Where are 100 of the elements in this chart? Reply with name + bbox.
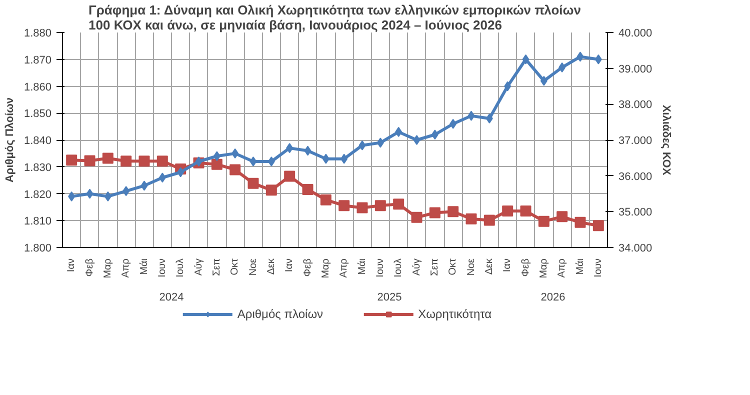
x-tick-label: Φεβ: [84, 258, 96, 277]
point: [468, 110, 475, 121]
point: [538, 216, 550, 227]
x-tick-label: Φεβ: [302, 258, 314, 277]
y-tick-label: 1.800: [24, 242, 52, 254]
point: [177, 167, 184, 178]
point: [213, 151, 220, 162]
text: 2024: [159, 292, 184, 304]
x-tick-label: Ιουν: [156, 258, 168, 278]
point: [102, 152, 114, 164]
y2-tick-label: 38.000: [618, 99, 652, 112]
point: [358, 140, 366, 150]
chart-title: Γράφημα 1: Δύναμη και Ολική Χωρητικότητα των ελληνικών εμπορικών πλοίων 100 ΚΟΧ και άνω, σε μηνιαία βάση, Ιανουάριος 2024 – Ιούνιος 2026: [88, 2, 581, 32]
point: [140, 180, 148, 191]
x-tick-label: Απρ: [556, 258, 568, 278]
point: [431, 130, 438, 140]
x-tick-label: Σεπ: [429, 258, 440, 276]
point: [486, 114, 493, 124]
y-tick-label: 1.870: [24, 54, 52, 66]
point: [356, 202, 368, 214]
point: [138, 156, 150, 167]
x-tick-label: Μάι: [356, 258, 368, 275]
y-tick-label: 1.810: [24, 216, 52, 228]
legend-label: Αριθμός πλοίων: [237, 307, 324, 321]
text: 2025: [377, 292, 402, 304]
y2-tick-label: 37.000: [618, 135, 652, 147]
point: [504, 81, 512, 92]
y-tick-label: 1.850: [24, 108, 52, 120]
point: [320, 194, 332, 206]
y2-tick-label: 35.000: [618, 206, 652, 219]
x-tick-label: Μάι: [138, 258, 150, 275]
x-tick-label: Ιαν: [502, 258, 514, 272]
y-axis-title: Αριθμός Πλοίων: [4, 97, 16, 183]
point: [592, 220, 604, 232]
x-tick-label: Ιουν: [592, 258, 604, 278]
point: [286, 143, 294, 154]
point: [413, 135, 420, 145]
point: [266, 184, 277, 196]
x-tick-label: Μαρ: [102, 258, 114, 278]
point: [540, 76, 548, 86]
x-tick-label: Απρ: [338, 258, 350, 278]
x-tick-label: Δεκ: [266, 258, 277, 275]
x-tick-label: Ιαν: [284, 258, 296, 272]
point: [594, 54, 602, 64]
point: [429, 207, 440, 218]
y-tick-label: 1.820: [24, 188, 52, 201]
point: [556, 211, 568, 222]
x-tick-label: Οκτ: [448, 258, 459, 276]
y2-axis-title: Χιλιάδες ΚΟΧ: [660, 104, 672, 176]
point: [322, 154, 330, 164]
y-tick-label: 1.830: [24, 162, 52, 174]
x-tick-label: Ιουλ: [175, 258, 186, 278]
text: 2026: [540, 292, 566, 304]
point: [340, 154, 348, 164]
x-tick-label: Νοε: [466, 258, 477, 276]
legend-label: Χωρητικότητα: [418, 307, 492, 321]
point: [158, 172, 166, 183]
y-tick-label: 1.840: [24, 135, 52, 147]
x-tick-label: Απρ: [120, 258, 132, 278]
y-tick-label: 1.880: [24, 28, 52, 40]
point: [376, 138, 384, 148]
point: [230, 164, 241, 176]
point: [304, 146, 312, 156]
point: [211, 158, 222, 170]
x-tick-label: Σεπ: [211, 258, 222, 276]
x-tick-label: Μάι: [574, 258, 586, 275]
y2-tick-label: 40.000: [618, 28, 652, 40]
point: [84, 155, 96, 166]
x-tick-label: Μαρ: [538, 258, 550, 278]
x-tick-label: Αύγ: [193, 258, 204, 276]
y2-tick-label: 39.000: [618, 63, 652, 76]
point: [484, 214, 495, 226]
point: [120, 156, 132, 167]
point: [122, 186, 130, 196]
point: [395, 126, 402, 137]
x-tick-label: Ιουλ: [393, 258, 404, 278]
x-tick-label: Νοε: [248, 258, 259, 276]
x-tick-label: Δεκ: [484, 258, 495, 275]
point: [268, 156, 275, 166]
point: [66, 154, 78, 166]
y2-tick-label: 34.000: [618, 242, 652, 254]
x-tick-label: Αύγ: [411, 258, 422, 276]
x-tick-label: Μαρ: [320, 258, 332, 278]
point: [248, 178, 259, 189]
point: [156, 156, 168, 167]
point: [520, 205, 532, 216]
y-tick-label: 1.860: [24, 81, 52, 94]
point: [411, 212, 422, 223]
point: [232, 148, 239, 158]
x-tick-label: Οκτ: [230, 258, 241, 276]
point: [338, 200, 350, 212]
point: [374, 200, 386, 212]
point: [250, 156, 257, 166]
point: [502, 205, 514, 216]
x-tick-label: Φεβ: [520, 258, 532, 277]
point: [576, 52, 584, 62]
point: [466, 213, 477, 224]
point: [522, 54, 530, 64]
x-tick-label: Ιαν: [66, 258, 78, 272]
point: [302, 184, 314, 195]
